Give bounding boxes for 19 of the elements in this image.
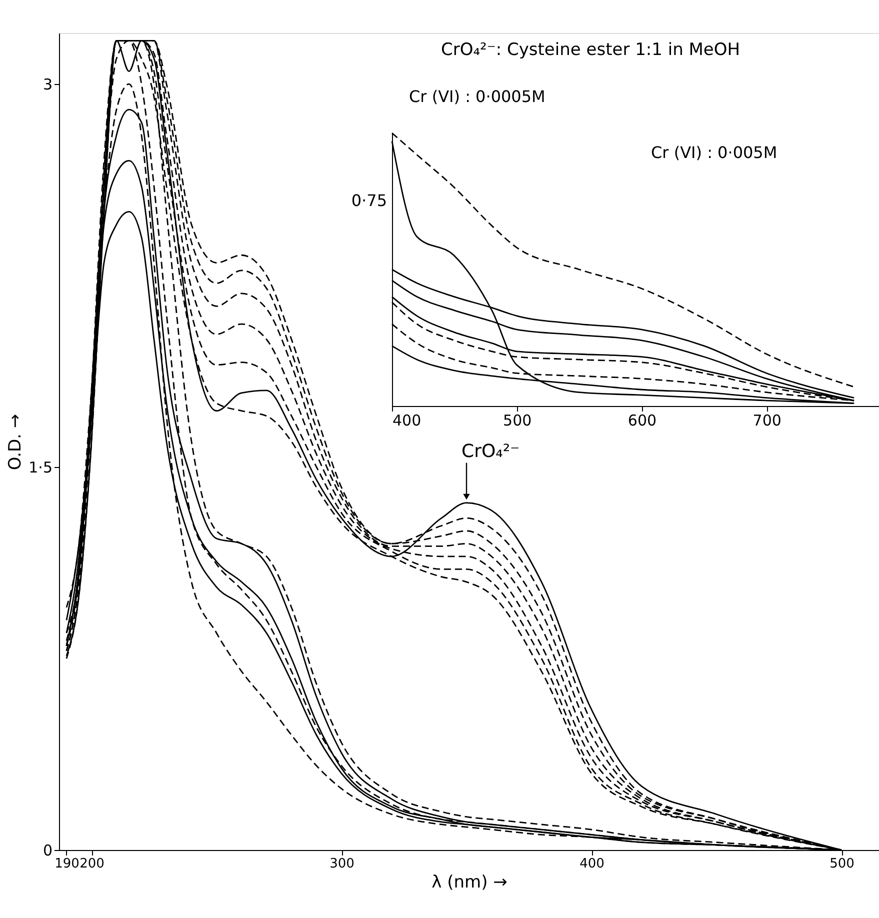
y-tick-label: 0 bbox=[42, 842, 52, 860]
annotation: 0·75 bbox=[351, 191, 387, 210]
y-tick-label: 1·5 bbox=[28, 458, 52, 477]
x-tick-label: 190 bbox=[54, 856, 80, 872]
x-tick-label: 500 bbox=[503, 412, 532, 430]
chart-title: CrO₄²⁻: Cysteine ester 1:1 in MeOH bbox=[441, 40, 740, 60]
y-tick-label: 3 bbox=[42, 76, 52, 94]
x-tick-label: 600 bbox=[628, 412, 657, 430]
annotation: CrO₄²⁻ bbox=[462, 440, 520, 462]
y-axis-title: O.D. → bbox=[6, 414, 26, 470]
annotation: Cr (VI) : 0·005M bbox=[651, 143, 778, 162]
annotation: Cr (VI) : 0·0005M bbox=[409, 87, 546, 106]
x-tick-label: 300 bbox=[330, 856, 354, 872]
x-tick-label: 400 bbox=[580, 856, 604, 872]
x-tick-label: 200 bbox=[80, 856, 104, 872]
x-tick-label: 500 bbox=[830, 856, 854, 872]
x-tick-label: 400 bbox=[392, 412, 422, 430]
x-tick-label: 700 bbox=[752, 412, 782, 430]
x-axis-title: λ (nm) → bbox=[432, 872, 508, 892]
